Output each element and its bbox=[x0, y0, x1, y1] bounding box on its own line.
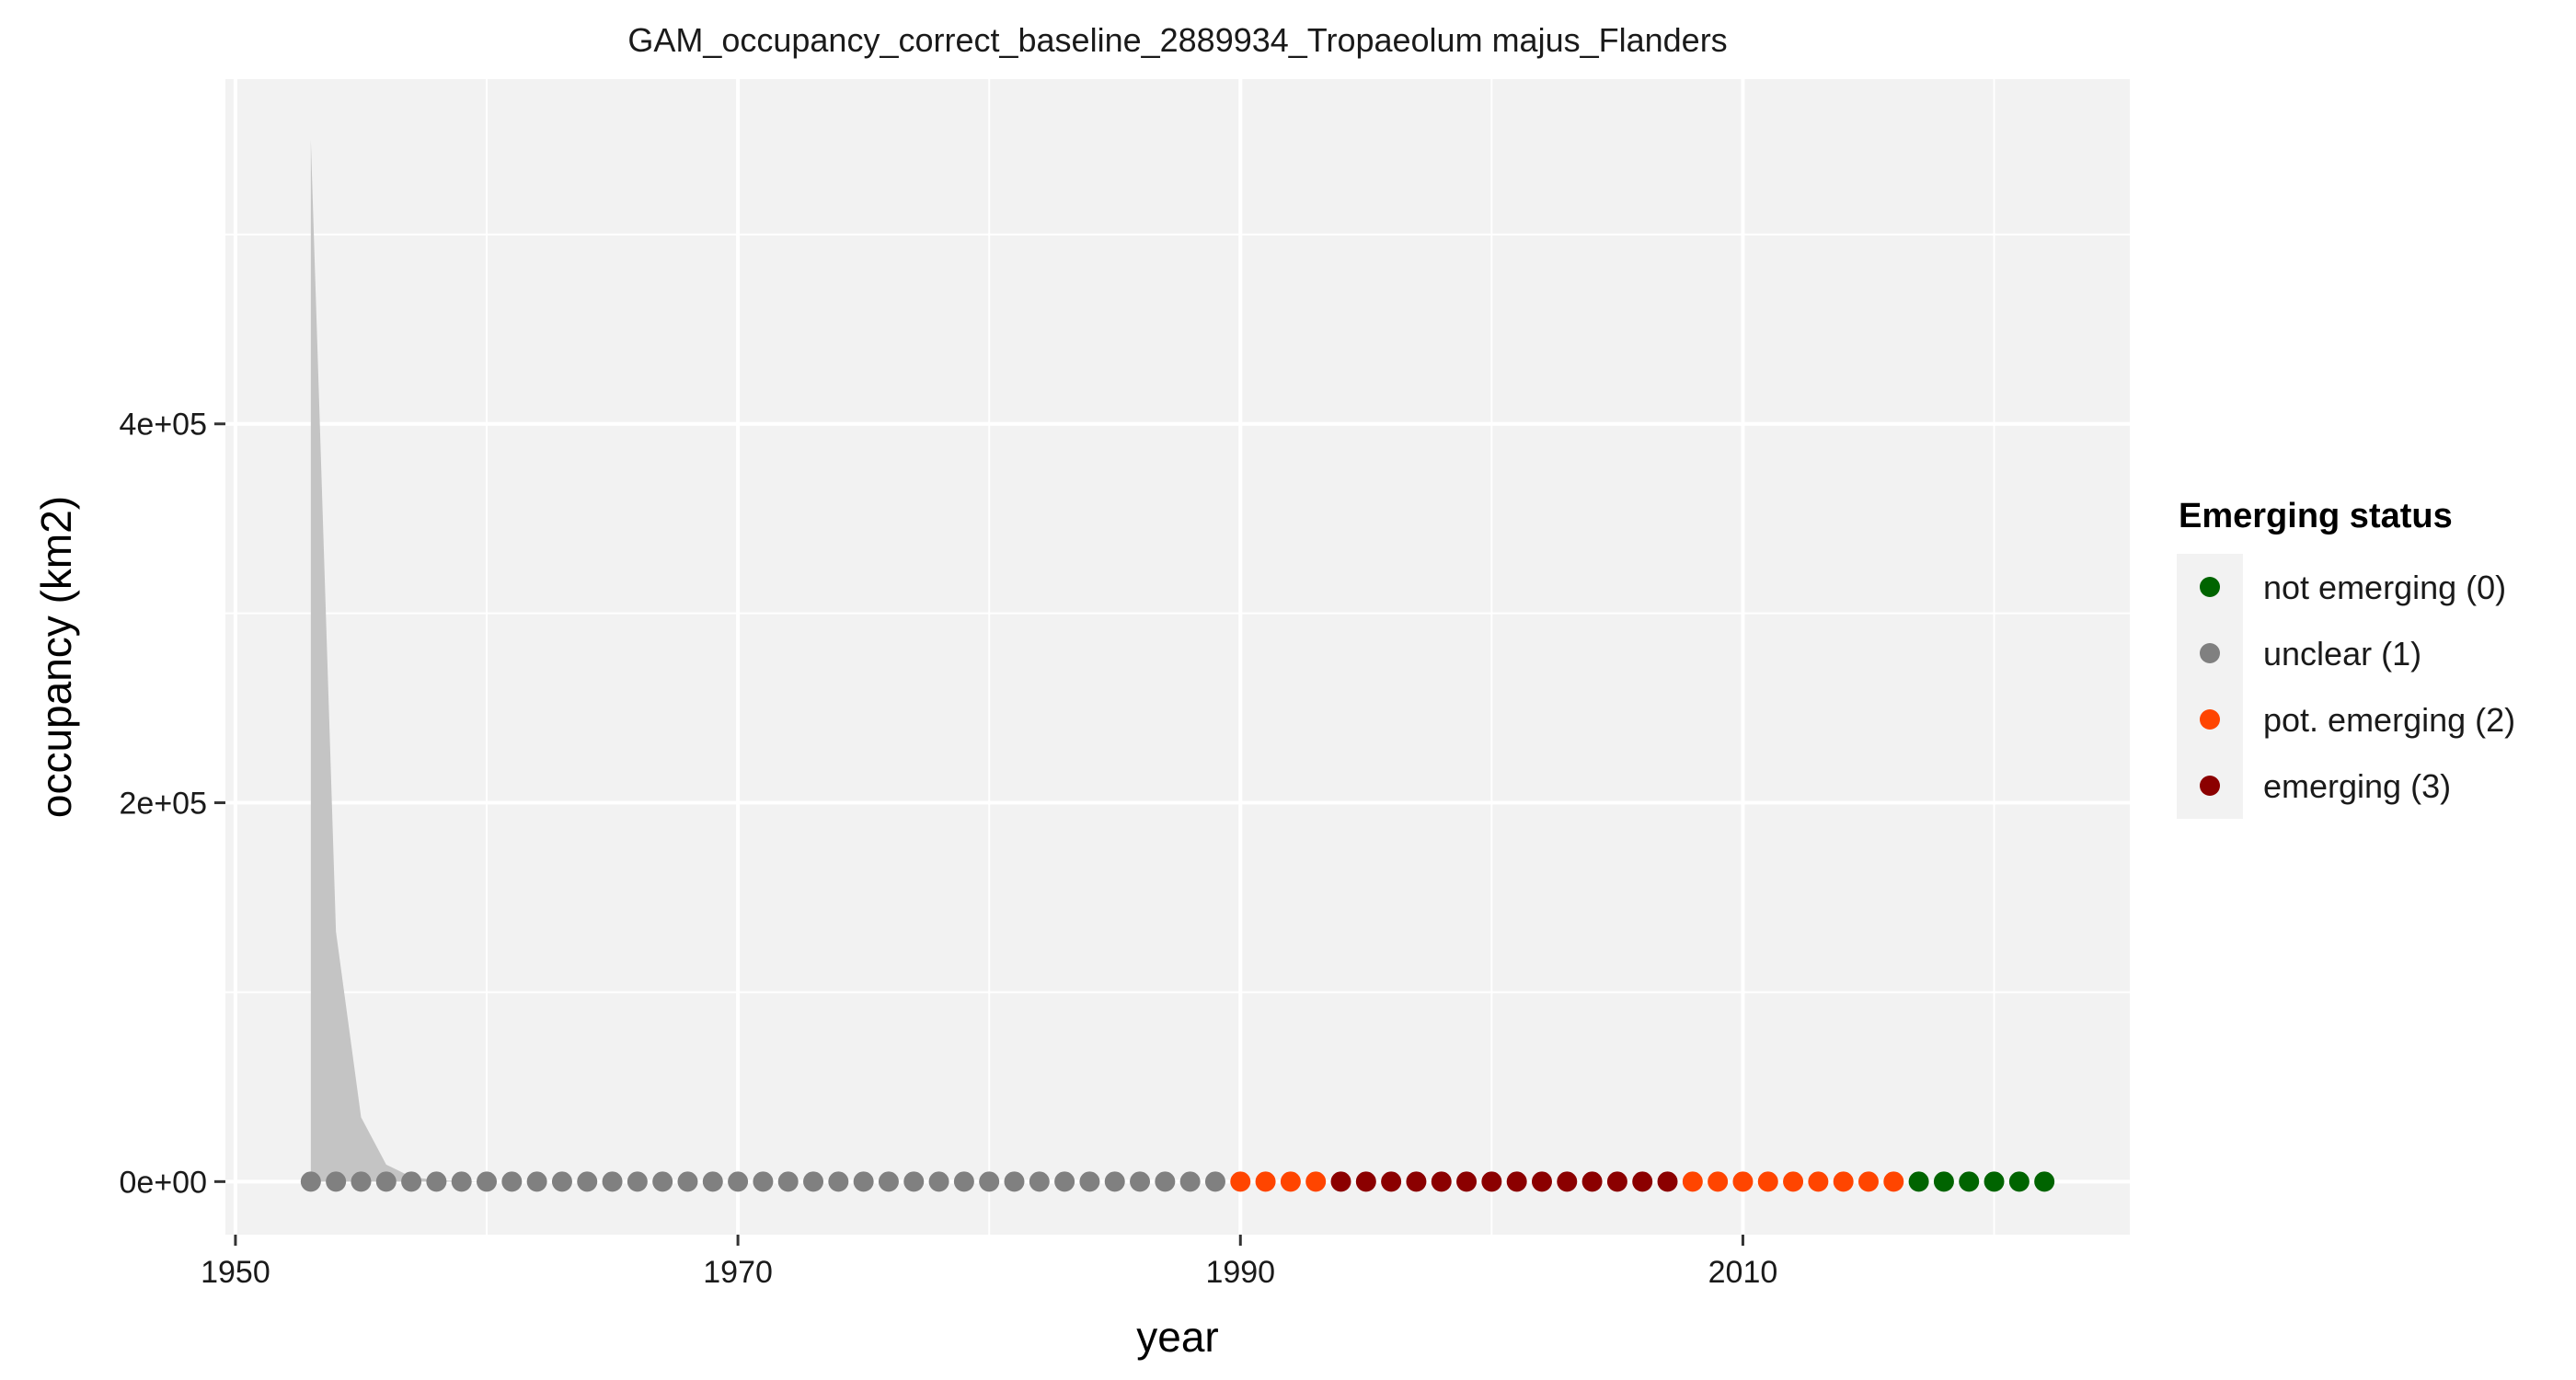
legend-label: unclear (1) bbox=[2263, 635, 2421, 673]
data-point-status-1 bbox=[551, 1171, 572, 1192]
y-tick-label: 0e+00 bbox=[120, 1165, 208, 1200]
data-point-status-0 bbox=[1959, 1171, 1980, 1192]
legend-title: Emerging status bbox=[2179, 497, 2453, 535]
data-point-status-3 bbox=[1531, 1171, 1552, 1192]
data-point-status-2 bbox=[1757, 1171, 1778, 1192]
legend-label: emerging (3) bbox=[2263, 767, 2451, 805]
x-tick-label: 1970 bbox=[703, 1255, 773, 1290]
data-point-status-1 bbox=[627, 1171, 648, 1192]
data-point-status-2 bbox=[1783, 1171, 1804, 1192]
data-point-status-1 bbox=[300, 1171, 321, 1192]
x-tick-label: 2010 bbox=[1708, 1255, 1778, 1290]
y-tick-label: 4e+05 bbox=[120, 408, 208, 443]
data-point-status-0 bbox=[1933, 1171, 1954, 1192]
data-point-status-1 bbox=[1204, 1171, 1225, 1192]
y-axis: 0e+00 2e+05 4e+05 bbox=[120, 408, 225, 1200]
data-point-status-1 bbox=[928, 1171, 949, 1192]
data-point-status-0 bbox=[1984, 1171, 2005, 1192]
data-point-status-3 bbox=[1506, 1171, 1527, 1192]
data-point-status-1 bbox=[501, 1171, 523, 1192]
data-point-status-2 bbox=[1732, 1171, 1754, 1192]
data-point-status-3 bbox=[1481, 1171, 1502, 1192]
data-point-status-1 bbox=[677, 1171, 698, 1192]
data-point-status-2 bbox=[1305, 1171, 1327, 1192]
plot-panel bbox=[225, 79, 2130, 1235]
x-axis-title: year bbox=[1136, 1313, 1218, 1361]
x-tick-label: 1950 bbox=[201, 1255, 270, 1290]
data-point-status-0 bbox=[2008, 1171, 2030, 1192]
data-point-status-1 bbox=[979, 1171, 1000, 1192]
data-point-status-1 bbox=[1130, 1171, 1151, 1192]
data-point-status-0 bbox=[1908, 1171, 1929, 1192]
grid-minor bbox=[225, 79, 2130, 1235]
data-point-status-3 bbox=[1581, 1171, 1603, 1192]
data-point-status-2 bbox=[1833, 1171, 1854, 1192]
y-tick-label: 2e+05 bbox=[120, 787, 208, 822]
data-point-status-2 bbox=[1682, 1171, 1703, 1192]
data-point-status-1 bbox=[803, 1171, 824, 1192]
data-point-status-3 bbox=[1330, 1171, 1351, 1192]
legend: Emerging status not emerging (0) unclear … bbox=[2177, 497, 2515, 819]
data-point-status-1 bbox=[828, 1171, 849, 1192]
data-point-status-0 bbox=[2034, 1171, 2055, 1192]
data-point-status-1 bbox=[878, 1171, 899, 1192]
data-point-status-1 bbox=[853, 1171, 874, 1192]
confidence-band bbox=[310, 139, 488, 1182]
data-point-status-3 bbox=[1557, 1171, 1578, 1192]
data-points bbox=[300, 1171, 2055, 1192]
data-point-status-3 bbox=[1657, 1171, 1678, 1192]
data-point-status-1 bbox=[1004, 1171, 1025, 1192]
legend-label: pot. emerging (2) bbox=[2263, 701, 2515, 739]
data-point-status-2 bbox=[1280, 1171, 1301, 1192]
data-point-status-1 bbox=[401, 1171, 422, 1192]
legend-key bbox=[2200, 643, 2220, 663]
data-point-status-1 bbox=[903, 1171, 925, 1192]
legend-key bbox=[2200, 709, 2220, 730]
data-point-status-1 bbox=[753, 1171, 774, 1192]
data-point-status-1 bbox=[326, 1171, 347, 1192]
data-point-status-2 bbox=[1708, 1171, 1729, 1192]
data-point-status-1 bbox=[477, 1171, 498, 1192]
data-point-status-1 bbox=[953, 1171, 974, 1192]
data-point-status-3 bbox=[1381, 1171, 1402, 1192]
data-point-status-1 bbox=[375, 1171, 397, 1192]
data-point-status-1 bbox=[777, 1171, 799, 1192]
data-point-status-3 bbox=[1431, 1171, 1452, 1192]
data-point-status-2 bbox=[1230, 1171, 1251, 1192]
data-point-status-1 bbox=[1029, 1171, 1050, 1192]
data-point-status-2 bbox=[1857, 1171, 1879, 1192]
data-point-status-1 bbox=[577, 1171, 598, 1192]
x-axis: 1950 1970 1990 2010 bbox=[201, 1235, 1777, 1290]
data-point-status-1 bbox=[526, 1171, 547, 1192]
data-point-status-1 bbox=[728, 1171, 749, 1192]
data-point-status-3 bbox=[1456, 1171, 1478, 1192]
data-point-status-1 bbox=[1054, 1171, 1075, 1192]
data-point-status-3 bbox=[1406, 1171, 1427, 1192]
data-point-status-2 bbox=[1883, 1171, 1904, 1192]
data-point-status-3 bbox=[1632, 1171, 1653, 1192]
data-point-status-1 bbox=[602, 1171, 623, 1192]
data-point-status-1 bbox=[702, 1171, 723, 1192]
data-point-status-3 bbox=[1606, 1171, 1627, 1192]
x-tick-label: 1990 bbox=[1205, 1255, 1275, 1290]
legend-key bbox=[2200, 577, 2220, 597]
legend-keys-background bbox=[2177, 554, 2243, 819]
data-point-status-1 bbox=[1155, 1171, 1176, 1192]
data-point-status-1 bbox=[426, 1171, 447, 1192]
data-point-status-1 bbox=[1179, 1171, 1201, 1192]
chart-title: GAM_occupancy_correct_baseline_2889934_T… bbox=[627, 21, 1727, 59]
data-point-status-3 bbox=[1355, 1171, 1376, 1192]
data-point-status-1 bbox=[1104, 1171, 1125, 1192]
y-axis-title: occupancy (km2) bbox=[32, 496, 80, 818]
data-point-status-1 bbox=[1079, 1171, 1100, 1192]
legend-label: not emerging (0) bbox=[2263, 569, 2506, 606]
data-point-status-2 bbox=[1808, 1171, 1829, 1192]
data-point-status-1 bbox=[652, 1171, 673, 1192]
data-point-status-2 bbox=[1255, 1171, 1276, 1192]
data-point-status-1 bbox=[351, 1171, 372, 1192]
legend-key bbox=[2200, 776, 2220, 796]
legend-entries: not emerging (0) unclear (1) pot. emerging… bbox=[2200, 569, 2515, 805]
data-point-status-1 bbox=[451, 1171, 472, 1192]
